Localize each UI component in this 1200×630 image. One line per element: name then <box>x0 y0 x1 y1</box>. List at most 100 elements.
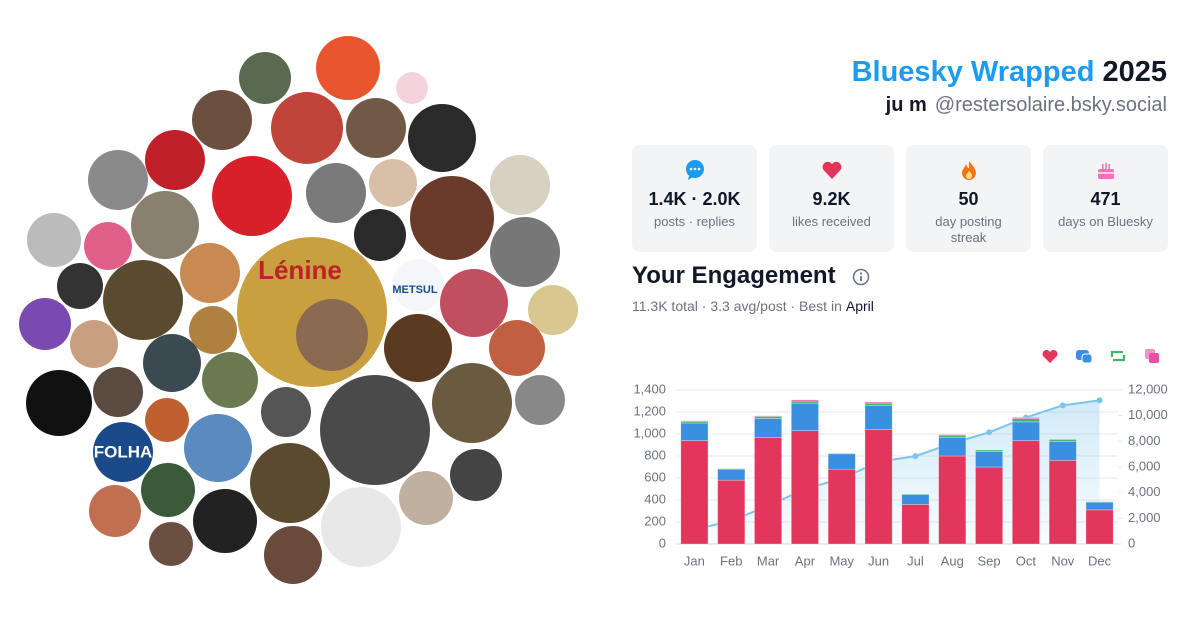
bar-segment <box>1048 460 1077 545</box>
bar-segment <box>864 405 893 430</box>
fire-icon <box>961 161 976 180</box>
cake-icon <box>1097 163 1114 179</box>
avatar <box>180 243 240 303</box>
avatar <box>316 36 380 100</box>
line-point <box>1096 397 1103 404</box>
x-tick-label: Jul <box>907 553 924 568</box>
avatar <box>306 163 366 223</box>
bar-segment <box>1085 501 1114 503</box>
bar-segment <box>938 434 967 438</box>
avatar <box>193 489 257 553</box>
bar-segment <box>1048 439 1077 442</box>
avatar <box>515 375 565 425</box>
avatar <box>88 150 148 210</box>
x-tick-label: Apr <box>795 553 816 568</box>
avatar <box>250 443 330 523</box>
user: ju m @restersolaire.bsky.social <box>886 94 1167 117</box>
avatar <box>384 314 452 382</box>
y-tick-label: 1,200 <box>633 403 666 418</box>
stat-label: posts · replies <box>654 214 735 229</box>
summary-text: 11.3K total · 3.3 avg/post · Best in <box>632 298 842 314</box>
line-point <box>986 429 993 436</box>
bar-segment <box>827 452 856 455</box>
bar-segment <box>827 468 856 545</box>
avatar <box>346 98 406 158</box>
x-tick-label: Jan <box>684 553 705 568</box>
x-tick-label: Sep <box>978 553 1001 568</box>
bar-segment <box>901 504 930 545</box>
avatar <box>57 263 103 309</box>
y2-tick-label: 8,000 <box>1128 433 1161 448</box>
avatar <box>93 422 153 482</box>
avatar <box>184 414 252 482</box>
avatar <box>264 526 322 584</box>
y2-tick-label: 12,000 <box>1128 381 1168 396</box>
line-point <box>912 453 919 460</box>
bar-segment <box>790 430 819 545</box>
bar-segment <box>754 418 783 438</box>
y-tick-label: 1,000 <box>633 425 666 440</box>
x-tick-label: Mar <box>757 553 780 568</box>
bar-segment <box>864 429 893 545</box>
bar-segment <box>790 399 819 402</box>
engagement-summary: 11.3K total · 3.3 avg/post · Best in Apri… <box>632 298 874 314</box>
bar-segment <box>680 440 709 545</box>
avatar-cloud: Lénine METSUL FOLHA <box>19 36 578 584</box>
avatar <box>490 217 560 287</box>
bar-segment <box>901 494 930 505</box>
brand-title: Bluesky Wrapped <box>851 56 1095 88</box>
avatar <box>490 155 550 215</box>
legend-icon <box>1110 350 1126 362</box>
bar-segment <box>754 436 783 545</box>
x-tick-label: Aug <box>941 553 964 568</box>
avatar <box>440 269 508 337</box>
stat-card: 1.4K · 2.0K posts · replies <box>632 145 757 252</box>
bar-segment <box>1048 441 1077 461</box>
stat-label: day posting streak <box>935 214 1002 245</box>
avatar <box>212 156 292 236</box>
bar-segment <box>938 455 967 545</box>
engagement-title: Your Engagement <box>632 262 836 289</box>
avatar <box>189 306 237 354</box>
stat-label: days on Bluesky <box>1058 214 1153 229</box>
y-tick-label: 400 <box>644 491 666 506</box>
bar-segment <box>938 436 967 457</box>
y-tick-label: 600 <box>644 469 666 484</box>
y2-tick-label: 10,000 <box>1128 407 1168 422</box>
line-point <box>1059 402 1066 409</box>
x-tick-label: Jun <box>868 553 889 568</box>
bar-segment <box>717 468 746 481</box>
avatar <box>131 191 199 259</box>
bar-segment <box>717 468 746 470</box>
stat-value: 50 <box>958 189 979 209</box>
y-tick-label: 0 <box>659 535 666 550</box>
avatar-label: FOLHA <box>94 442 153 461</box>
bar-segment <box>864 401 893 404</box>
bar-segment <box>680 420 709 422</box>
avatar <box>528 285 578 335</box>
display-name: ju m <box>885 94 927 116</box>
bar-segment <box>1085 501 1114 511</box>
avatar <box>239 52 291 104</box>
stat-value: 9.2K <box>812 189 851 209</box>
avatar <box>354 209 406 261</box>
bar-segment <box>1011 418 1040 423</box>
avatar <box>89 485 141 537</box>
x-tick-label: Dec <box>1088 553 1112 568</box>
info-icon <box>852 268 870 286</box>
bar-segment <box>1048 438 1077 440</box>
bar-segment <box>1011 421 1040 441</box>
legend-icon <box>1081 353 1093 364</box>
avatar <box>410 176 494 260</box>
avatar <box>392 259 444 311</box>
avatar <box>399 471 453 525</box>
avatar-face <box>296 299 368 371</box>
y2-tick-label: 4,000 <box>1128 484 1161 499</box>
bar-segment <box>975 451 1004 468</box>
legend-icon <box>1042 349 1058 363</box>
avatar <box>489 320 545 376</box>
bar-segment <box>864 402 893 406</box>
bar-segment <box>827 453 856 470</box>
